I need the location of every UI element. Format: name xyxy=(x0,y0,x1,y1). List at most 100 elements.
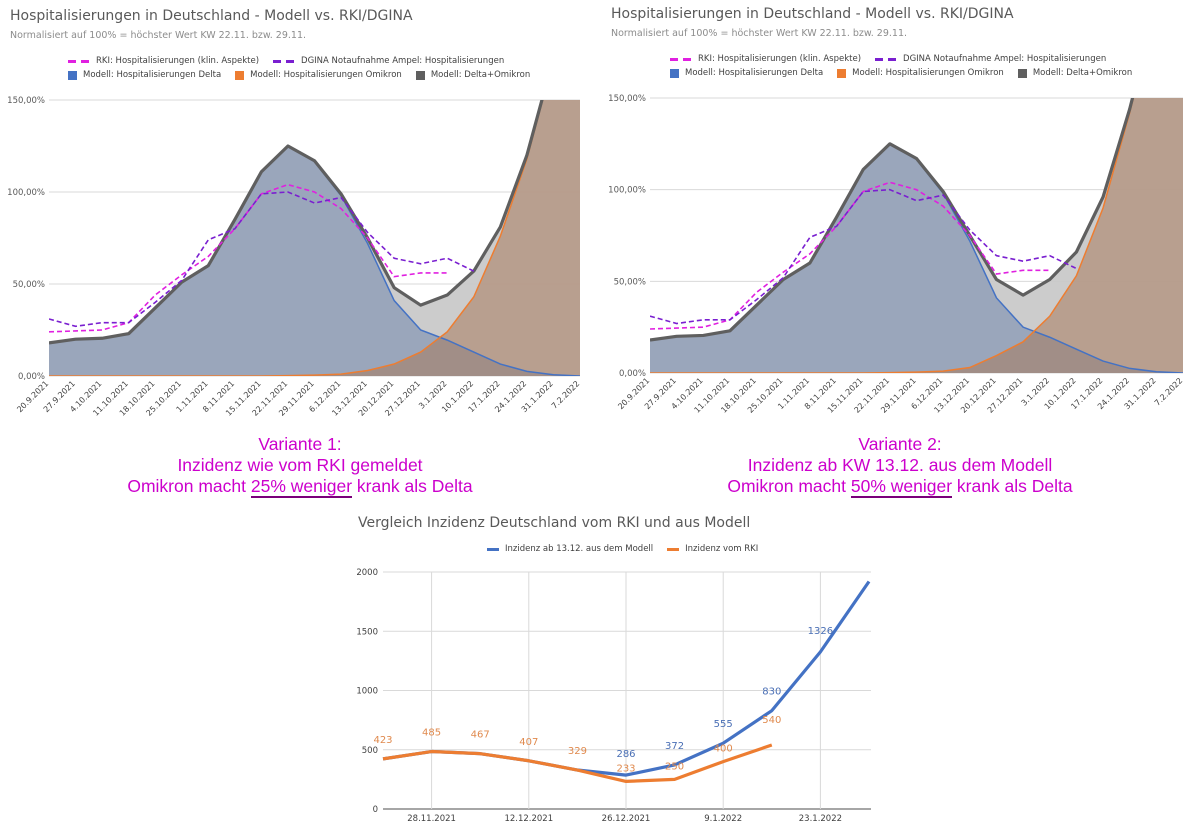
chart-left-subtitle: Normalisiert auf 100% = höchster Wert KW… xyxy=(10,30,307,41)
caption-underlined: 25% weniger xyxy=(250,476,353,498)
x-tick-label: 12.12.2021 xyxy=(504,814,553,824)
legend-item-dgina: DGINA Notaufnahme Ampel: Hospitalisierun… xyxy=(875,54,1106,64)
line-dgina xyxy=(650,188,1077,325)
y-tick-label: 150,00% xyxy=(608,94,646,104)
line-dgina xyxy=(49,191,475,328)
line-omikron xyxy=(49,100,544,376)
plot-area xyxy=(49,100,580,376)
line-rki xyxy=(650,181,1050,330)
legend-swatch-total xyxy=(415,70,425,80)
legend-swatch-model xyxy=(487,547,499,551)
data-label: 250 xyxy=(665,761,684,772)
legend-swatch-omikron xyxy=(837,68,847,78)
chart-bottom-title: Vergleich Inzidenz Deutschland vom RKI u… xyxy=(358,515,751,531)
x-tick-label: 26.12.2021 xyxy=(602,814,651,824)
data-label: 372 xyxy=(665,741,684,752)
y-tick-label: 1500 xyxy=(356,627,378,637)
legend-label: Modell: Hospitalisierungen Delta xyxy=(83,70,222,80)
data-label: 467 xyxy=(471,730,490,741)
x-tick-label: 23.1.2022 xyxy=(799,814,842,824)
caption-text: krank als Delta xyxy=(952,476,1073,496)
legend-item-delta: Modell: Hospitalisierungen Delta xyxy=(670,68,823,78)
x-tick-label: 28.11.2021 xyxy=(407,814,456,824)
legend-label: Modell: Delta+Omikron xyxy=(430,70,531,80)
legend-swatch-rki xyxy=(670,57,692,61)
x-tick-label: 7.2.2022 xyxy=(550,379,582,411)
line-total xyxy=(650,98,1135,342)
legend-label: RKI: Hospitalisierungen (klin. Aspekte) xyxy=(96,56,260,66)
chart-right-legend-row1: RKI: Hospitalisierungen (klin. Aspekte) … xyxy=(670,54,1106,64)
y-tick-label: 2000 xyxy=(356,568,378,578)
chart-left-legend-row2: Modell: Hospitalisierungen Delta Modell:… xyxy=(68,70,530,80)
legend-item-delta: Modell: Hospitalisierungen Delta xyxy=(68,70,221,80)
data-label: 485 xyxy=(422,728,441,739)
y-tick-label: 150,00% xyxy=(7,96,45,106)
chart-left-legend-row1: RKI: Hospitalisierungen (klin. Aspekte) … xyxy=(68,56,504,66)
line-omikron xyxy=(650,98,1135,373)
legend-swatch-total xyxy=(1017,68,1027,78)
legend-swatch-dgina xyxy=(273,59,296,63)
caption-underlined: 50% weniger xyxy=(850,476,953,498)
data-label: 423 xyxy=(373,735,392,746)
chart-left-plot: 0,00%50,00%100,00%150,00%20.9.202127.9.2… xyxy=(7,96,582,418)
caption-line3: Omikron macht 50% weniger krank als Delt… xyxy=(600,476,1200,498)
legend-label: Modell: Hospitalisierungen Omikron xyxy=(250,70,402,80)
legend-item-dgina: DGINA Notaufnahme Ampel: Hospitalisierun… xyxy=(273,56,504,66)
y-tick-label: 100,00% xyxy=(7,188,45,198)
legend-label: DGINA Notaufnahme Ampel: Hospitalisierun… xyxy=(301,56,505,66)
y-tick-label: 500 xyxy=(362,746,378,756)
data-label: 233 xyxy=(616,763,635,774)
data-label: 407 xyxy=(519,737,538,748)
caption-line2: Inzidenz wie vom RKI gemeldet xyxy=(177,455,423,475)
caption-line3: Omikron macht 25% weniger krank als Delt… xyxy=(0,476,600,498)
legend-swatch-omikron xyxy=(235,70,245,80)
caption-line2: Inzidenz ab KW 13.12. aus dem Modell xyxy=(747,455,1053,475)
legend-label: RKI: Hospitalisierungen (klin. Aspekte) xyxy=(698,54,862,64)
legend-swatch-rki xyxy=(68,59,90,63)
chart-right-caption: Variante 2: Inzidenz ab KW 13.12. aus de… xyxy=(600,434,1200,498)
chart-right-legend-row2: Modell: Hospitalisierungen Delta Modell:… xyxy=(670,68,1132,78)
caption-text: krank als Delta xyxy=(352,476,473,496)
legend-label: Inzidenz vom RKI xyxy=(685,544,759,554)
area-delta xyxy=(650,143,1183,373)
line-rki xyxy=(382,743,773,783)
chart-bottom-legend: Inzidenz ab 13.12. aus dem Modell Inzide… xyxy=(487,544,758,554)
x-tick-label: 7.2.2022 xyxy=(1153,376,1185,408)
legend-item-rki: RKI: Hospitalisierungen (klin. Aspekte) xyxy=(68,56,259,66)
y-tick-label: 50,00% xyxy=(13,280,45,290)
legend-item-total: Modell: Delta+Omikron xyxy=(1017,68,1133,78)
area-omikron xyxy=(650,98,1183,373)
caption-text: Omikron macht xyxy=(727,476,851,496)
legend-item-omikron: Modell: Hospitalisierungen Omikron xyxy=(235,70,402,80)
legend-item-rki: Inzidenz vom RKI xyxy=(667,544,758,554)
legend-item-rki: RKI: Hospitalisierungen (klin. Aspekte) xyxy=(670,54,861,64)
chart-right-plot: 0,00%50,00%100,00%150,00%20.9.202127.9.2… xyxy=(608,94,1185,415)
legend-label: DGINA Notaufnahme Ampel: Hospitalisierun… xyxy=(903,54,1107,64)
legend-swatch-rki xyxy=(667,547,680,551)
y-tick-label: 1000 xyxy=(356,687,378,697)
data-label: 1326 xyxy=(808,626,833,637)
chart-left-title: Hospitalisierungen in Deutschland - Mode… xyxy=(10,8,413,24)
data-label: 830 xyxy=(762,687,781,698)
line-rki xyxy=(49,183,448,333)
legend-swatch-delta xyxy=(670,68,679,78)
caption-line1: Variante 1: xyxy=(258,434,342,454)
data-label: 286 xyxy=(616,749,635,760)
y-tick-label: 0,00% xyxy=(18,372,45,382)
legend-item-model: Inzidenz ab 13.12. aus dem Modell xyxy=(487,544,653,554)
data-label: 329 xyxy=(568,746,587,757)
legend-item-total: Modell: Delta+Omikron xyxy=(415,70,531,80)
legend-label: Modell: Delta+Omikron xyxy=(1032,68,1133,78)
legend-label: Modell: Hospitalisierungen Omikron xyxy=(852,68,1004,78)
legend-label: Inzidenz ab 13.12. aus dem Modell xyxy=(505,544,654,554)
legend-swatch-dgina xyxy=(875,57,898,61)
area-delta xyxy=(49,146,580,376)
caption-line1: Variante 2: xyxy=(858,434,942,454)
y-tick-label: 50,00% xyxy=(614,277,646,287)
legend-swatch-delta xyxy=(68,70,77,80)
y-tick-label: 0,00% xyxy=(619,369,646,379)
y-tick-label: 100,00% xyxy=(608,186,646,196)
chart-bottom-plot: 0 500 1000 1500 2000 28.11.2021 12.12.2021 26.1… xyxy=(356,568,871,824)
chart-right-subtitle: Normalisiert auf 100% = höchster Wert KW… xyxy=(611,28,908,39)
legend-label: Modell: Hospitalisierungen Delta xyxy=(685,68,824,78)
